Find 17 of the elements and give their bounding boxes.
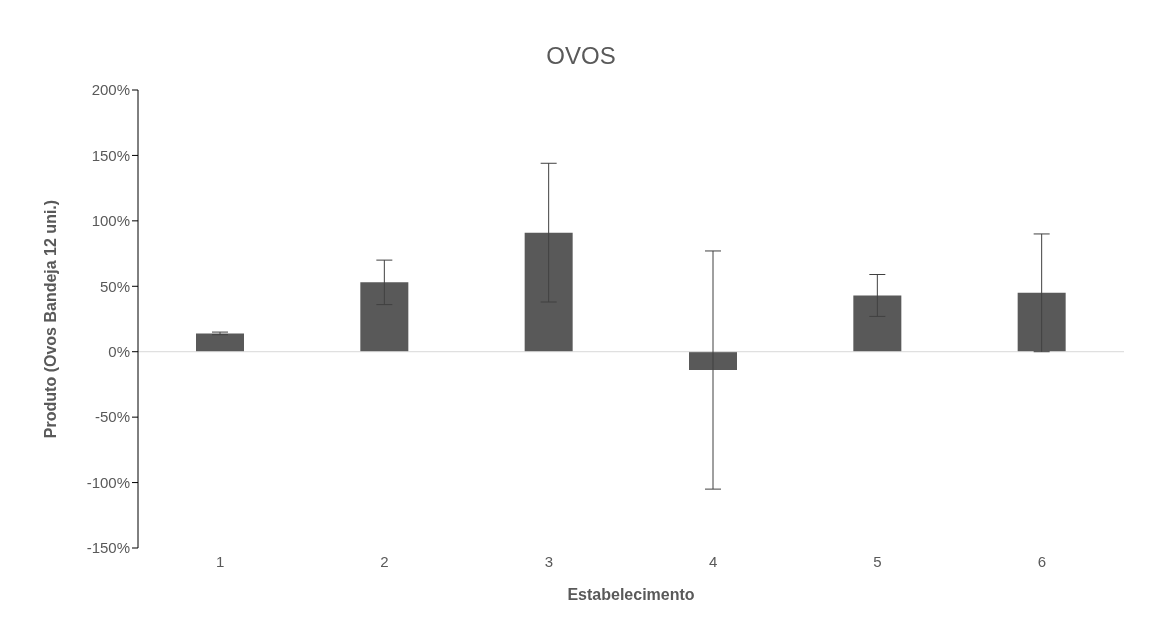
x-tick-label: 5	[873, 552, 882, 570]
x-tick-label: 4	[708, 552, 718, 570]
y-tick-label: 200%	[91, 81, 130, 99]
y-tick-label: 100%	[91, 212, 130, 230]
chart-title: OVOS	[545, 41, 617, 71]
x-axis-title: Estabelecimento	[567, 586, 695, 603]
y-tick-label: 150%	[91, 146, 130, 164]
y-tick-label: -150%	[86, 539, 130, 557]
x-tick-label: 2	[380, 552, 389, 570]
y-tick-label: -50%	[94, 408, 130, 426]
y-tick-label: 0%	[108, 343, 130, 361]
y-tick-label: -100%	[86, 473, 130, 491]
y-axis-title: Produto (Ovos Bandeja 12 uni.)	[41, 199, 59, 439]
x-tick-label: 1	[215, 552, 225, 570]
x-tick-label: 3	[544, 552, 554, 570]
y-tick-label: 50%	[99, 277, 130, 295]
x-tick-label: 6	[1037, 552, 1047, 570]
